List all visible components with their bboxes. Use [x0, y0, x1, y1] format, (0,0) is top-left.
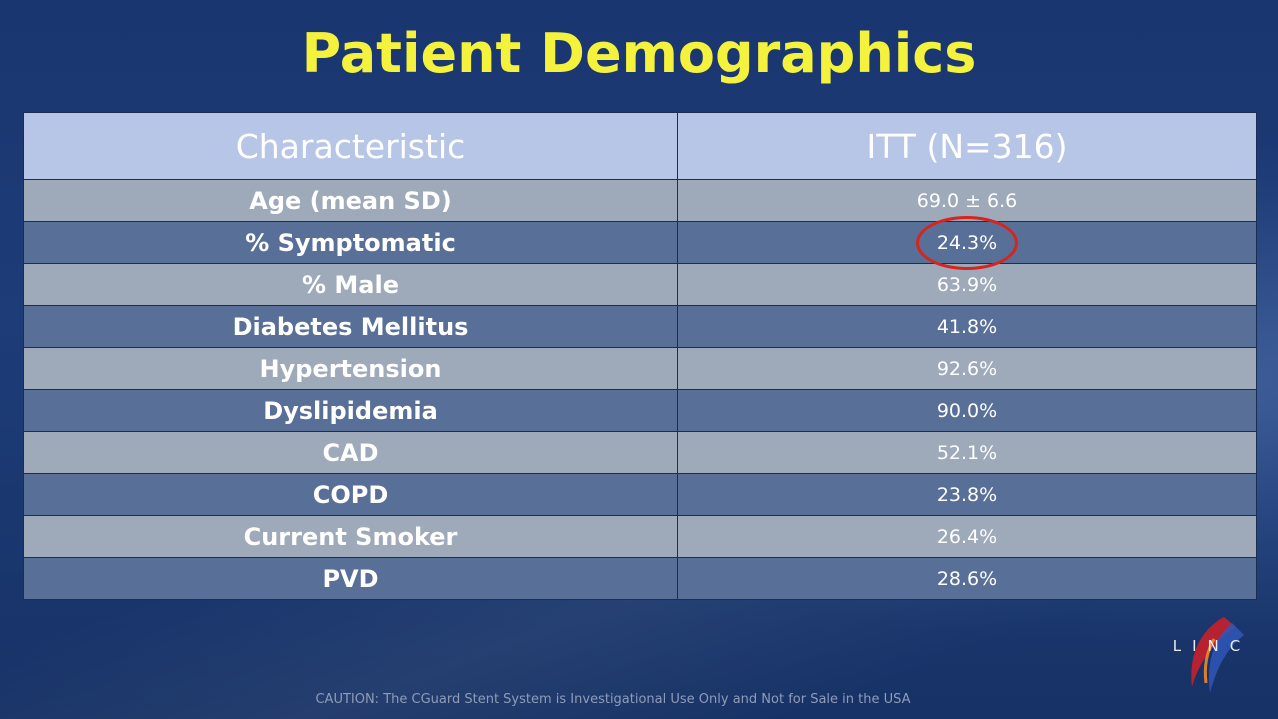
demographics-table: Characteristic ITT (N=316) Age (mean SD)… [23, 112, 1257, 600]
characteristic-cell: % Symptomatic [23, 221, 678, 264]
value-cell: 26.4% [677, 515, 1257, 558]
characteristic-cell: PVD [23, 557, 678, 600]
value-cell-highlighted: 24.3% [677, 215, 1257, 270]
table-row: Dyslipidemia 90.0% [23, 389, 1257, 432]
characteristic-cell: Current Smoker [23, 515, 678, 558]
table-header-row: Characteristic ITT (N=316) [23, 112, 1257, 180]
value-cell: 69.0 ± 6.6 [677, 179, 1257, 222]
table-row: Current Smoker 26.4% [23, 515, 1257, 558]
table-row: PVD 28.6% [23, 557, 1257, 600]
value-cell: 23.8% [677, 473, 1257, 516]
characteristic-cell: Age (mean SD) [23, 179, 678, 222]
value-cell: 28.6% [677, 557, 1257, 600]
header-itt: ITT (N=316) [677, 112, 1257, 180]
header-characteristic: Characteristic [23, 112, 678, 180]
linc-logo-graphic [1191, 617, 1244, 693]
value-cell: 52.1% [677, 431, 1257, 474]
table-row: % Symptomatic 24.3% [23, 215, 1257, 270]
table-row: % Male 63.9% [23, 263, 1257, 306]
table-row: COPD 23.8% [23, 473, 1257, 516]
table-row: CAD 52.1% [23, 431, 1257, 474]
characteristic-cell: COPD [23, 473, 678, 516]
value-cell: 92.6% [677, 347, 1257, 390]
highlighted-value: 24.3% [915, 215, 1018, 270]
linc-logo-text: LINC [1172, 637, 1252, 655]
table-row: Hypertension 92.6% [23, 347, 1257, 390]
characteristic-cell: % Male [23, 263, 678, 306]
characteristic-cell: Diabetes Mellitus [23, 305, 678, 348]
slide-title: Patient Demographics [301, 22, 977, 85]
caution-footer: CAUTION: The CGuard Stent System is Inve… [315, 692, 911, 707]
table-row: Diabetes Mellitus 41.8% [23, 305, 1257, 348]
table-row: Age (mean SD) 69.0 ± 6.6 [23, 179, 1257, 222]
value-cell: 90.0% [677, 389, 1257, 432]
highlight-circle-annotation [915, 215, 1018, 270]
value-cell: 63.9% [677, 263, 1257, 306]
characteristic-cell: Hypertension [23, 347, 678, 390]
value-cell: 41.8% [677, 305, 1257, 348]
characteristic-cell: CAD [23, 431, 678, 474]
characteristic-cell: Dyslipidemia [23, 389, 678, 432]
linc-logo-icon: LINC [1162, 609, 1262, 699]
